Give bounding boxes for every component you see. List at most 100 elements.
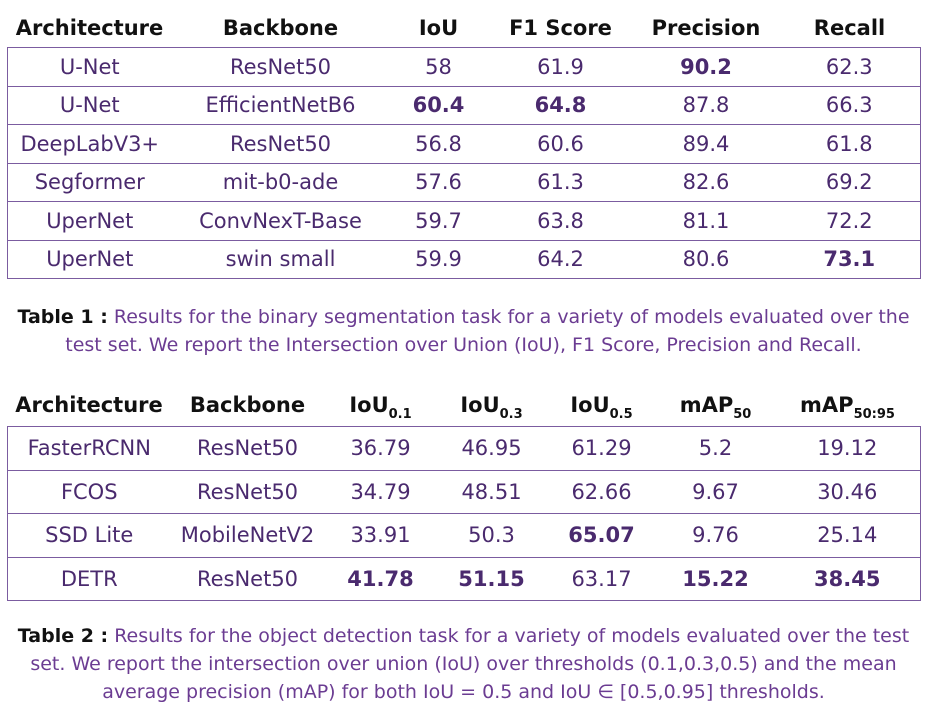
table-2-caption: Table 2 : Results for the object detecti… <box>0 622 927 706</box>
table-cell-best: 60.4 <box>389 85 488 125</box>
segmentation-results-table: Architecture Backbone IoU F1 Score Preci… <box>7 9 921 279</box>
table-cell: UperNet <box>7 239 172 279</box>
table-row: U-Net ResNet50 58 61.9 90.2 62.3 <box>7 47 921 86</box>
column-header-main: Backbone <box>189 393 306 417</box>
table-cell: DeepLabV3+ <box>7 124 172 163</box>
table-row: FasterRCNN ResNet50 36.79 46.95 61.29 5.… <box>7 426 921 470</box>
column-header: IoU <box>418 16 459 40</box>
column-header: F1 Score <box>509 16 612 40</box>
table-cell: 33.91 <box>324 513 437 557</box>
column-header-main: IoU <box>349 393 389 417</box>
table-cell-best: 15.22 <box>656 556 775 601</box>
table-cell: 66.3 <box>778 85 921 125</box>
caption-label: Table 1 : <box>17 306 108 328</box>
table-cell: DETR <box>7 556 171 601</box>
table-cell-best: 41.78 <box>324 556 437 601</box>
table-cell: 57.6 <box>389 162 488 202</box>
column-header-subscript: 50 <box>733 407 752 422</box>
table-cell: 81.1 <box>633 201 779 240</box>
table-cell: ConvNexT-Base <box>171 201 390 240</box>
column-header-subscript: 50:95 <box>853 407 895 422</box>
column-header-main: mAP <box>679 393 734 417</box>
table-cell: SSD Lite <box>7 513 171 557</box>
table-cell: 63.17 <box>546 556 657 601</box>
table-cell: 56.8 <box>389 124 488 163</box>
table-cell: 46.95 <box>436 426 547 470</box>
column-header: mAP50:95 <box>775 384 921 427</box>
table-cell: ResNet50 <box>171 47 390 86</box>
table-cell: 61.29 <box>546 426 657 470</box>
table-cell: 63.8 <box>487 201 634 240</box>
table-cell: 34.79 <box>324 469 437 514</box>
table-cell: 69.2 <box>778 162 921 202</box>
table-row: Segformer mit-b0-ade 57.6 61.3 82.6 69.2 <box>7 162 921 202</box>
column-header: Recall <box>813 16 886 40</box>
table-cell: 60.6 <box>487 124 634 163</box>
table-cell: UperNet <box>7 201 172 240</box>
table-cell: EfficientNetB6 <box>171 85 390 125</box>
table-cell: 89.4 <box>633 124 779 163</box>
table-row: UperNet swin small 59.9 64.2 80.6 73.1 <box>7 239 921 279</box>
table-row: FCOS ResNet50 34.79 48.51 62.66 9.67 30.… <box>7 469 921 514</box>
table-cell: 61.9 <box>487 47 634 86</box>
detection-results-table: Architecture Backbone IoU0.1 IoU0.3 IoU0… <box>7 384 921 601</box>
table-row: DeepLabV3+ ResNet50 56.8 60.6 89.4 61.8 <box>7 124 921 163</box>
table-cell: 36.79 <box>324 426 437 470</box>
table-cell: ResNet50 <box>170 426 325 470</box>
table-cell: swin small <box>171 239 390 279</box>
table-cell: ResNet50 <box>171 124 390 163</box>
column-header: Architecture <box>15 16 164 40</box>
caption-label: Table 2 : <box>17 625 109 647</box>
table-cell: 50.3 <box>436 513 547 557</box>
table-cell-best: 51.15 <box>436 556 547 601</box>
table-cell: mit-b0-ade <box>171 162 390 202</box>
table-cell: MobileNetV2 <box>170 513 325 557</box>
table-cell: 48.51 <box>436 469 547 514</box>
column-header-main: IoU <box>570 393 610 417</box>
column-header-main: IoU <box>460 393 500 417</box>
table-cell-best: 65.07 <box>546 513 657 557</box>
table-cell: 9.76 <box>656 513 775 557</box>
table-cell: 64.2 <box>487 239 634 279</box>
table-1-caption: Table 1 : Results for the binary segment… <box>0 303 927 359</box>
table-cell: 80.6 <box>633 239 779 279</box>
table-row: SSD Lite MobileNetV2 33.91 50.3 65.07 9.… <box>7 513 921 557</box>
column-header-subscript: 0.3 <box>499 407 523 422</box>
table-cell: FCOS <box>7 469 171 514</box>
table-cell-best: 64.8 <box>487 85 634 125</box>
table-cell: 19.12 <box>774 426 921 470</box>
table-cell: 72.2 <box>778 201 921 240</box>
table-cell: U-Net <box>7 85 172 125</box>
table-cell: 9.67 <box>656 469 775 514</box>
table-cell: 5.2 <box>656 426 775 470</box>
table-row: UperNet ConvNexT-Base 59.7 63.8 81.1 72.… <box>7 201 921 240</box>
table-cell: 58 <box>389 47 488 86</box>
table-cell: 82.6 <box>633 162 779 202</box>
table-cell: 30.46 <box>774 469 921 514</box>
column-header: Architecture <box>8 384 171 427</box>
table-cell-best: 38.45 <box>774 556 921 601</box>
table-cell: ResNet50 <box>170 469 325 514</box>
table-cell: Segformer <box>7 162 172 202</box>
table-cell: 61.8 <box>778 124 921 163</box>
column-header: IoU0.3 <box>437 384 547 427</box>
table-cell: ResNet50 <box>170 556 325 601</box>
table-cell: 59.9 <box>389 239 488 279</box>
table-cell: 62.3 <box>778 47 921 86</box>
column-header: IoU0.5 <box>547 384 657 427</box>
table-cell-best: 73.1 <box>778 239 921 279</box>
column-header: IoU0.1 <box>325 384 437 427</box>
column-header-subscript: 0.5 <box>609 407 633 422</box>
column-header-main: mAP <box>800 393 854 417</box>
caption-text: Results for the object detection task fo… <box>30 625 910 703</box>
column-header: Precision <box>651 16 761 40</box>
column-header: Backbone <box>171 384 325 427</box>
table-header-row: Architecture Backbone IoU F1 Score Preci… <box>8 9 921 48</box>
table-row: U-Net EfficientNetB6 60.4 64.8 87.8 66.3 <box>7 85 921 125</box>
table-cell: 25.14 <box>774 513 921 557</box>
table-cell: FasterRCNN <box>7 426 171 470</box>
table-cell: 87.8 <box>633 85 779 125</box>
table-cell-best: 90.2 <box>633 47 779 86</box>
table-header-row: Architecture Backbone IoU0.1 IoU0.3 IoU0… <box>8 384 921 427</box>
table-cell: 61.3 <box>487 162 634 202</box>
